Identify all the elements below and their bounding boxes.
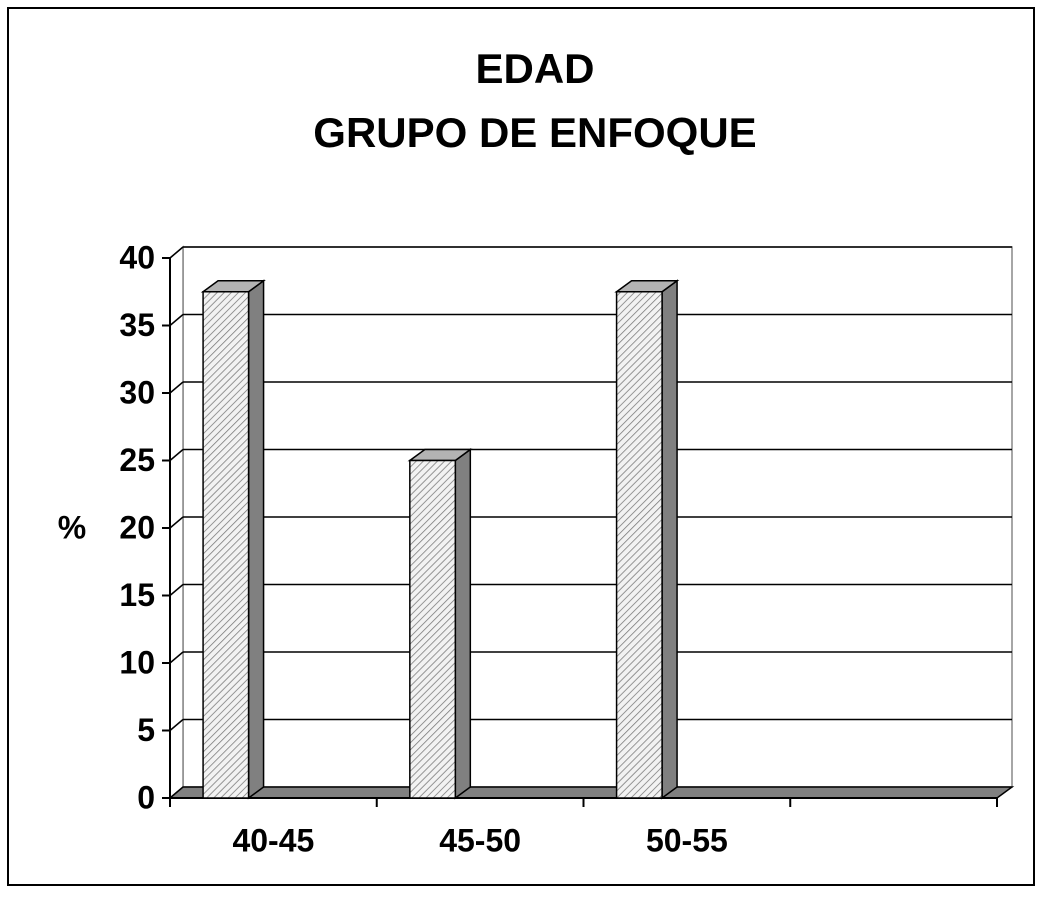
bar-side xyxy=(247,279,265,800)
grid-line xyxy=(169,651,184,664)
grid-line xyxy=(169,516,184,529)
y-tick-label: 0 xyxy=(137,779,155,815)
bar-side xyxy=(661,279,678,800)
floor xyxy=(167,786,1015,799)
grid-line xyxy=(169,246,184,259)
y-tick-label: 30 xyxy=(119,374,155,410)
bar xyxy=(202,291,250,799)
grid-line xyxy=(169,313,184,327)
y-axis-label: % xyxy=(58,509,86,545)
y-tick-label: 15 xyxy=(119,577,155,613)
y-tick-label: 5 xyxy=(137,712,155,748)
y-tick-label: 20 xyxy=(119,509,155,545)
y-tick-label: 10 xyxy=(119,644,155,680)
x-tick-label: 50-55 xyxy=(646,822,728,858)
y-tick-label: 25 xyxy=(119,442,155,478)
x-tick-label: 40-45 xyxy=(232,822,314,858)
chart-title: GRUPO DE ENFOQUE xyxy=(313,109,756,156)
bar-side xyxy=(454,448,472,800)
grid-line xyxy=(169,381,184,394)
x-tick-label: 45-50 xyxy=(439,822,521,858)
bar xyxy=(615,291,663,799)
bar xyxy=(409,459,457,799)
grid-line xyxy=(169,583,184,597)
y-tick-label: 40 xyxy=(119,239,155,275)
grid-line xyxy=(169,448,184,462)
grid-line xyxy=(169,718,184,732)
y-tick-label: 35 xyxy=(119,307,155,343)
chart-title: EDAD xyxy=(475,45,594,92)
